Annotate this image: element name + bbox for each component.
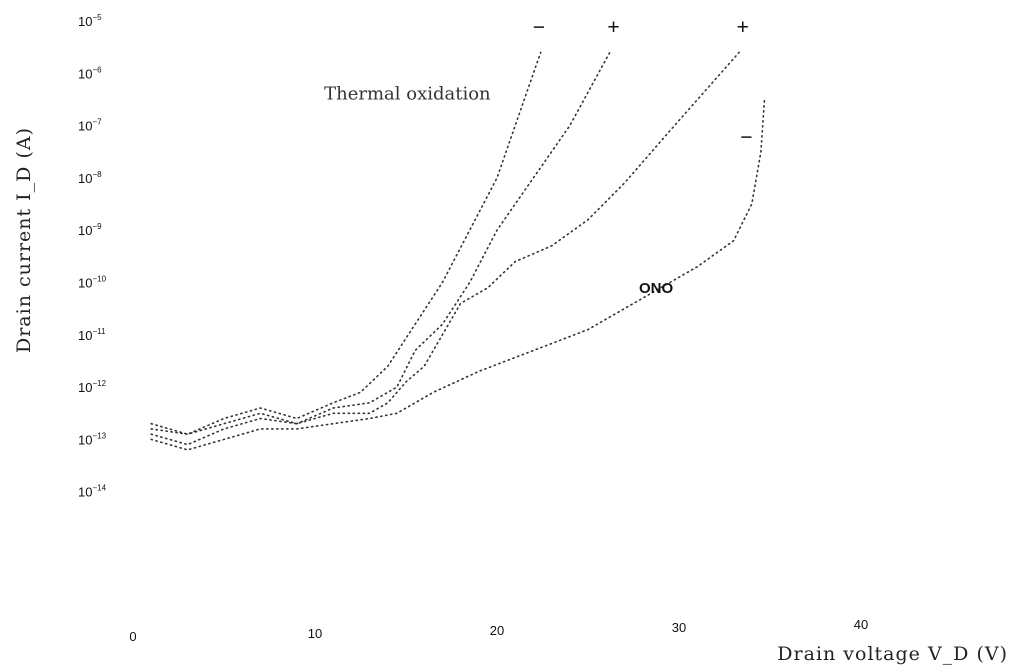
thermal-oxidation-label: Thermal oxidation — [324, 83, 491, 104]
y-tick-label: 10−14 — [78, 484, 107, 500]
polarity-sign-label: + — [607, 16, 619, 39]
y-axis-title: Drain current I_D (A) — [13, 127, 35, 353]
ono-label: ONO — [639, 280, 674, 297]
y-tick-label: 10−8 — [78, 170, 102, 186]
y-tick-label: 10−5 — [78, 13, 102, 29]
series-line-3 — [150, 51, 740, 446]
y-tick-label: 10−12 — [78, 379, 107, 395]
x-tick-label: 40 — [854, 617, 868, 632]
y-tick-label: 10−7 — [78, 118, 102, 134]
polarity-sign-label: + — [737, 16, 749, 39]
y-axis-ticks: 10−5 10−6 10−7 10−8 10−9 10−10 10−11 10−12 10−13… — [78, 13, 107, 500]
polarity-sign-label: − — [533, 16, 545, 39]
x-tick-label: 0 — [129, 629, 136, 644]
y-tick-label: 10−9 — [78, 222, 102, 238]
y-tick-label: 10−10 — [78, 275, 107, 291]
x-axis-title: Drain voltage V_D (V) — [777, 643, 1008, 665]
x-axis-ticks: 0 10 20 30 40 — [129, 617, 868, 644]
series-line-1 — [150, 51, 542, 436]
series-line-4 — [150, 98, 766, 451]
polarity-sign-label: − — [740, 126, 752, 149]
y-tick-label: 10−6 — [78, 65, 102, 81]
annotations: Thermal oxidation ONO − + + − — [324, 16, 752, 297]
series-line-2 — [150, 51, 611, 436]
y-tick-label: 10−13 — [78, 431, 107, 447]
x-tick-label: 10 — [308, 626, 322, 641]
y-tick-label: 10−11 — [78, 327, 106, 343]
series-layer — [150, 51, 766, 451]
x-tick-label: 30 — [672, 620, 686, 635]
x-tick-label: 20 — [490, 623, 504, 638]
